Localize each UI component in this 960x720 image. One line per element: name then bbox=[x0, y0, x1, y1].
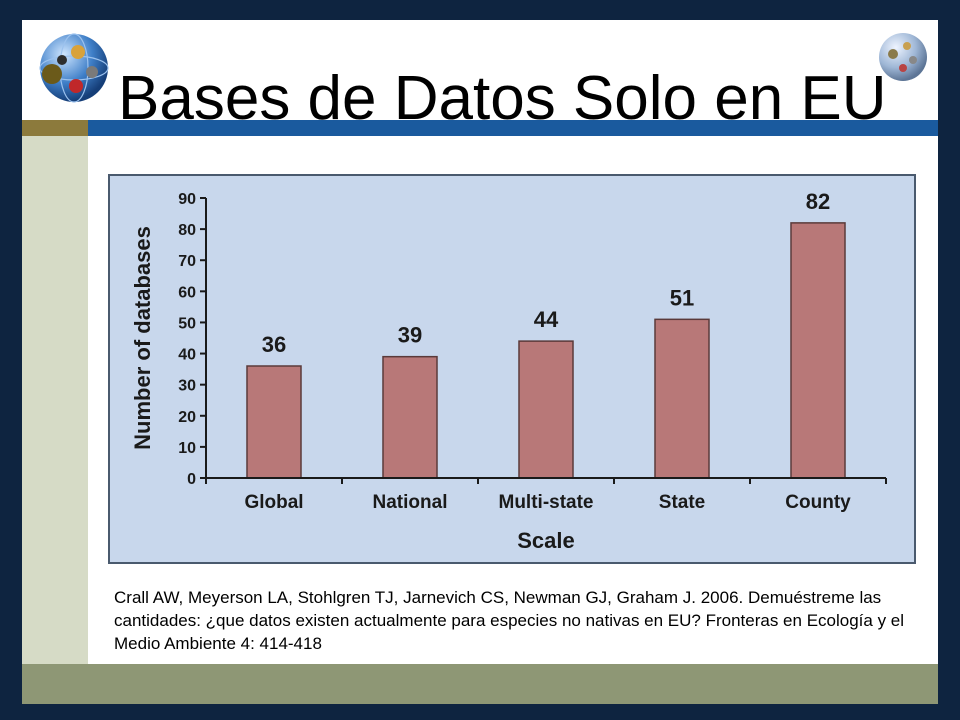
footer-band bbox=[22, 664, 938, 704]
chart-canvas: 0 10 20 30 40 50 60 70 80 90 36 Global 39 National 44… bbox=[130, 189, 887, 553]
y-tick-label: 10 bbox=[178, 440, 196, 457]
x-category-label: Global bbox=[244, 492, 303, 513]
y-axis-title: Number of databases bbox=[130, 226, 155, 450]
bar-national bbox=[382, 355, 438, 479]
x-category-label: National bbox=[373, 492, 448, 513]
y-tick-label: 70 bbox=[178, 253, 196, 270]
bar-multi-state bbox=[518, 340, 574, 479]
x-category-label: State bbox=[659, 492, 705, 513]
y-tick-label: 0 bbox=[187, 471, 196, 488]
y-tick-label: 60 bbox=[178, 284, 196, 301]
bar-chart: 0 10 20 30 40 50 60 70 80 90 36 Global 39 National 44… bbox=[108, 174, 916, 564]
bar-state bbox=[654, 318, 710, 479]
title-band bbox=[88, 120, 938, 136]
bar-value-label: 44 bbox=[534, 307, 559, 332]
x-axis-title: Scale bbox=[517, 528, 575, 553]
y-tick-label: 80 bbox=[178, 222, 196, 239]
x-category-label: County bbox=[785, 492, 851, 513]
y-tick-label: 90 bbox=[178, 191, 196, 208]
globe-icon bbox=[879, 33, 927, 81]
x-category-label: Multi-state bbox=[499, 492, 594, 513]
bar-value-label: 36 bbox=[262, 332, 286, 357]
bar-value-label: 39 bbox=[398, 323, 422, 348]
citation-text: Crall AW, Meyerson LA, Stohlgren TJ, Jar… bbox=[114, 588, 905, 653]
y-tick-label: 40 bbox=[178, 347, 196, 364]
bar-county bbox=[790, 222, 846, 479]
y-tick-label: 50 bbox=[178, 315, 196, 332]
side-panel bbox=[22, 136, 88, 664]
bar-value-label: 51 bbox=[670, 285, 694, 310]
globe-icon bbox=[39, 33, 109, 103]
y-tick-label: 20 bbox=[178, 409, 196, 426]
bar-global bbox=[246, 365, 302, 479]
bar-value-label: 82 bbox=[806, 189, 830, 214]
y-tick-label: 30 bbox=[178, 378, 196, 395]
slide: Bases de Datos Solo en EU 0 10 20 30 40 50 60 7… bbox=[22, 20, 938, 704]
title-band-accent bbox=[22, 120, 88, 136]
